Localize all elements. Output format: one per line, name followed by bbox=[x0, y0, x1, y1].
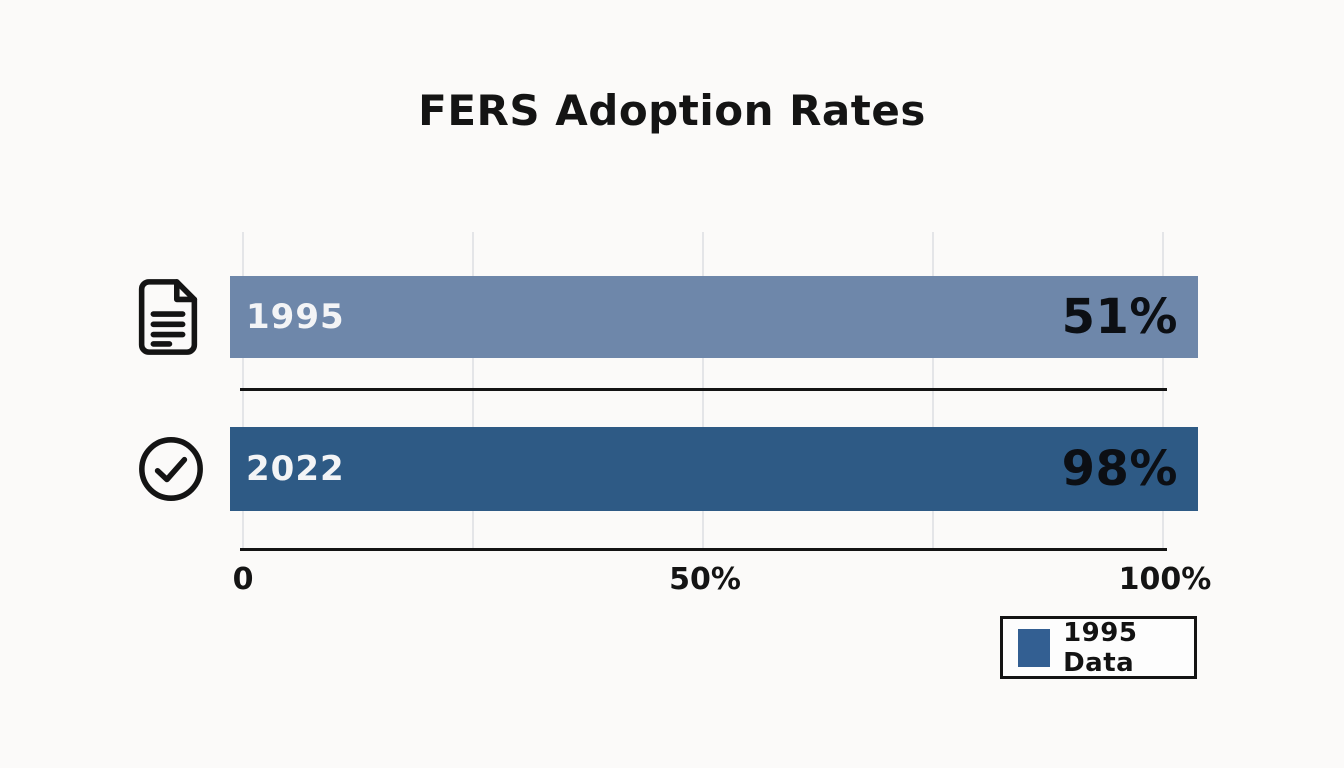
document-icon bbox=[132, 276, 204, 358]
x-axis-line bbox=[240, 548, 1167, 551]
gridline bbox=[702, 232, 704, 550]
bar-value-label: 51% bbox=[1061, 289, 1178, 345]
bar-category-label: 1995 bbox=[246, 297, 345, 337]
bar-1995: 1995 51% bbox=[230, 276, 1198, 358]
gridline bbox=[472, 232, 474, 550]
x-tick-100: 100% bbox=[1118, 562, 1212, 597]
gridline bbox=[1162, 232, 1164, 550]
bar-value-label: 98% bbox=[1061, 441, 1178, 497]
check-circle-icon bbox=[136, 434, 206, 504]
row-separator-line bbox=[240, 388, 1167, 391]
gridline bbox=[242, 232, 244, 550]
legend-label: 1995 Data bbox=[1063, 617, 1138, 678]
gridline bbox=[932, 232, 934, 550]
x-tick-0: 0 bbox=[232, 562, 254, 597]
bar-category-label: 2022 bbox=[246, 449, 345, 489]
legend-swatch bbox=[1018, 628, 1051, 667]
chart-title: FERS Adoption Rates bbox=[418, 86, 926, 135]
x-tick-50: 50% bbox=[669, 562, 741, 597]
bar-2022: 2022 98% bbox=[230, 427, 1198, 511]
legend: 1995 Data bbox=[1000, 616, 1197, 679]
